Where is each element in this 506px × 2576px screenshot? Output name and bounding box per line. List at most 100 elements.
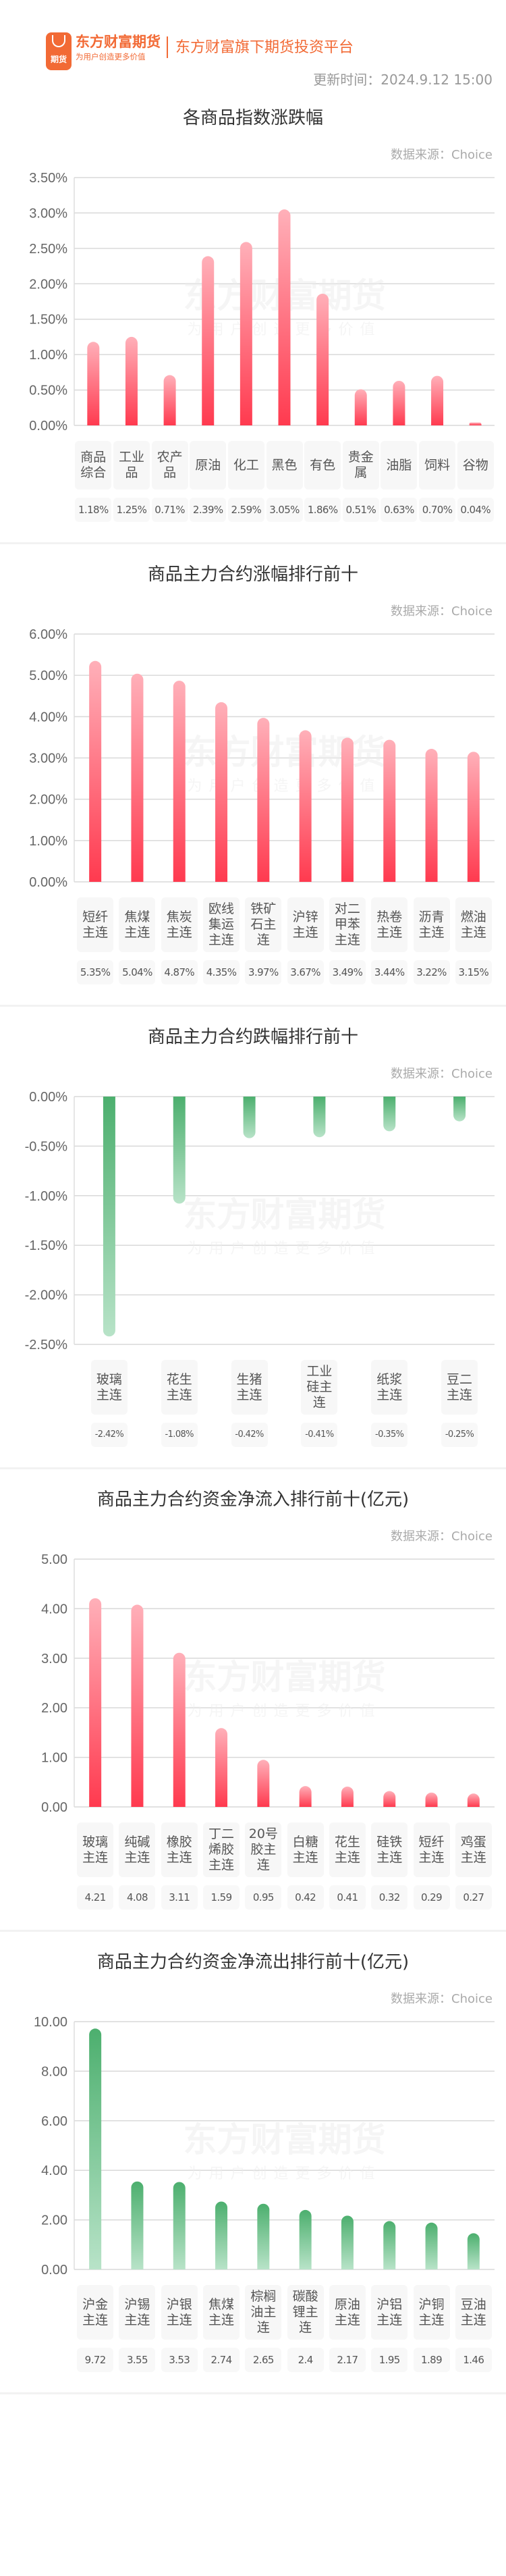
svg-text:为用户创造更多价值: 为用户创造更多价值 — [187, 1240, 381, 1257]
y-tick-label: 3.00% — [29, 752, 67, 766]
y-tick-label: 2.00 — [41, 1701, 67, 1716]
category-column: 丁二烯胶主连 — [200, 1822, 242, 1877]
y-tick-label: 0.00% — [29, 419, 67, 433]
y-tick-label: 2.50% — [29, 242, 67, 257]
value-label: 3.15% — [455, 960, 492, 984]
bar — [257, 1760, 270, 1807]
y-tick-label: 10.00 — [34, 2015, 67, 2030]
value-column: 3.05% — [265, 498, 304, 522]
y-tick-label: 5.00 — [41, 1552, 67, 1567]
category-column: 沥青主连 — [410, 897, 452, 952]
bar — [383, 1791, 396, 1807]
value-column: -0.41% — [284, 1423, 354, 1447]
value-column: 1.59 — [200, 1885, 242, 1910]
y-tick-label: 3.00 — [41, 1652, 67, 1666]
brand-divider — [167, 36, 168, 58]
charts-container: 各商品指数涨跌幅 数据来源：Choice 0.00% 0.50% 1.00% 1.50% 2… — [0, 71, 506, 2394]
value-labels: -2.42% -1.08% -0.42% -0.41% -0.35% -0.25% — [74, 1423, 495, 1447]
category-label: 白糖主连 — [287, 1822, 324, 1877]
value-column: 2.17 — [327, 2348, 368, 2372]
bar — [243, 1097, 256, 1138]
value-label: 3.53 — [161, 2348, 198, 2372]
bar — [469, 422, 482, 425]
bar — [425, 2222, 438, 2269]
y-tick-label: 2.00% — [29, 277, 67, 292]
value-label: 2.74 — [203, 2348, 240, 2372]
category-column: 玻璃主连 — [74, 1822, 116, 1877]
category-column: 白糖主连 — [284, 1822, 326, 1877]
category-column: 工业品 — [113, 441, 151, 490]
category-label: 焦炭主连 — [161, 897, 198, 952]
value-column: 9.72 — [74, 2348, 116, 2372]
category-column: 焦煤主连 — [116, 897, 158, 952]
category-label: 丁二烯胶主连 — [203, 1822, 240, 1877]
y-tick-label: 6.00% — [29, 627, 67, 642]
bar — [431, 375, 444, 425]
category-labels: 玻璃主连 花生主连 生猪主连 工业硅主连 纸浆主连 豆二主连 — [74, 1360, 495, 1415]
svg-text:东方财富期货: 东方财富期货 — [184, 2120, 386, 2159]
bar — [131, 2181, 144, 2269]
value-column: 0.71% — [150, 498, 189, 522]
value-column: 0.41 — [327, 1885, 368, 1910]
value-column: 2.59% — [227, 498, 266, 522]
value-column: 2.74 — [200, 2348, 242, 2372]
bar — [313, 1097, 326, 1138]
category-label: 原油 — [190, 441, 227, 490]
category-column: 沪锌主连 — [284, 897, 326, 952]
value-column: 0.95 — [242, 1885, 284, 1910]
bar — [173, 1652, 186, 1807]
category-label: 生猪主连 — [231, 1360, 268, 1415]
category-column: 沪铜主连 — [410, 2285, 452, 2340]
value-label: 5.04% — [119, 960, 156, 984]
value-label: -0.42% — [231, 1423, 268, 1447]
y-tick-label: 6.00 — [41, 2114, 67, 2129]
bar — [278, 209, 291, 425]
category-label: 铁矿石主连 — [245, 897, 282, 952]
category-label: 橡胶主连 — [161, 1822, 198, 1877]
brand-logo: 期货 — [46, 32, 72, 70]
bar — [453, 1097, 466, 1122]
category-column: 硅铁主连 — [368, 1822, 410, 1877]
chart-title: 商品主力合约跌幅排行前十 — [147, 1027, 358, 1047]
value-column: -0.42% — [215, 1423, 285, 1447]
chart-section: 商品主力合约跌幅排行前十 数据来源：Choice -2.50% -2.00% -1.50… — [0, 1007, 506, 1469]
value-column: 0.04% — [456, 498, 495, 522]
value-label: 3.22% — [413, 960, 450, 984]
bar — [163, 375, 176, 425]
y-tick-label: 8.00 — [41, 2064, 67, 2079]
category-column: 热卷主连 — [368, 897, 410, 952]
value-column: -1.08% — [144, 1423, 215, 1447]
category-column: 原油主连 — [327, 2285, 368, 2340]
value-column: 3.44% — [368, 960, 410, 984]
bar — [215, 702, 228, 882]
category-column: 碳酸锂主连 — [284, 2285, 326, 2340]
value-labels: 4.21 4.08 3.11 1.59 0.95 0.42 0.41 0.32 0.29 0.27 — [74, 1885, 495, 1910]
bar — [240, 242, 252, 425]
category-label: 豆油主连 — [455, 2285, 492, 2340]
data-source: 数据来源：Choice — [391, 1067, 493, 1081]
category-column: 20号胶主连 — [242, 1822, 284, 1877]
category-column: 短纤主连 — [410, 1822, 452, 1877]
category-column: 对二甲苯主连 — [327, 897, 368, 952]
value-label: 3.49% — [329, 960, 366, 984]
value-column: 2.65 — [242, 2348, 284, 2372]
value-label: 0.04% — [457, 498, 494, 522]
y-tick-label: 1.50% — [29, 313, 67, 327]
bar — [173, 2182, 186, 2269]
value-column: 3.15% — [453, 960, 495, 984]
svg-text:为用户创造更多价值: 为用户创造更多价值 — [187, 1703, 381, 1720]
category-label: 黑色 — [266, 441, 303, 490]
value-column: 5.35% — [74, 960, 116, 984]
value-label: 2.17 — [329, 2348, 366, 2372]
bar — [383, 2221, 396, 2269]
category-label: 硅铁主连 — [371, 1822, 408, 1877]
data-source: 数据来源：Choice — [391, 1529, 493, 1544]
y-tick-label: 0.00 — [41, 2263, 67, 2278]
category-label: 原油主连 — [329, 2285, 366, 2340]
value-column: 4.21 — [74, 1885, 116, 1910]
y-tick-label: 1.00 — [41, 1751, 67, 1766]
value-label: 3.55 — [119, 2348, 156, 2372]
data-source: 数据来源：Choice — [391, 1992, 493, 2006]
